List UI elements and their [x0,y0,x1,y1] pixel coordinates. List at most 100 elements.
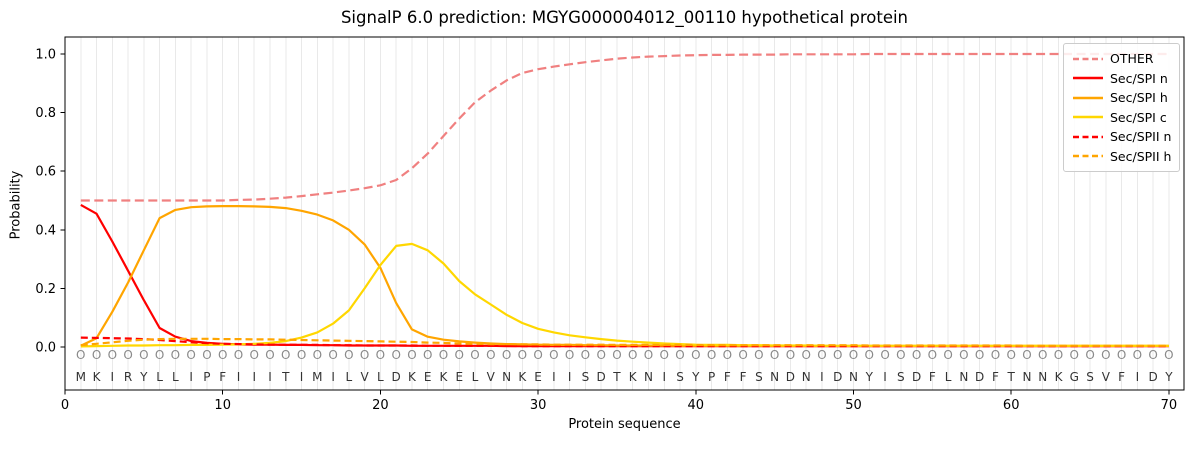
residue-letter: I [300,370,304,384]
residue-letter: N [1038,370,1047,384]
residue-letter: Y [1164,370,1173,384]
residue-marker: O [1164,348,1173,362]
residue-letter: N [849,370,858,384]
residue-letter: N [644,370,653,384]
residue-letter: S [676,370,684,384]
residue-letter: I [1136,370,1140,384]
y-tick-label: 1.0 [35,48,56,63]
residue-letter: V [1102,370,1111,384]
residue-marker: O [439,348,448,362]
residue-letter: N [802,370,811,384]
residue-marker: O [801,348,810,362]
residue-marker: O [218,348,227,362]
residue-letter: F [219,370,226,384]
residue-letter: F [992,370,999,384]
legend-line-swatch [1073,96,1103,99]
residue-letter: D [392,370,401,384]
legend-item: OTHER [1073,50,1172,68]
residue-letter: K [1055,370,1064,384]
y-tick-label: 0.4 [35,223,56,238]
legend-label: Sec/SPI n [1110,70,1168,86]
legend-line-swatch [1073,57,1103,60]
series-line-1 [80,203,1169,348]
residue-letter: N [1022,370,1031,384]
residue-letter: S [897,370,905,384]
residue-marker: O [423,348,432,362]
residue-letter: L [472,370,479,384]
x-tick-label: 0 [61,398,69,413]
residue-letter: F [724,370,731,384]
residue-marker: O [1133,348,1142,362]
residue-marker: O [1085,348,1094,362]
residue-marker: O [975,348,984,362]
residue-marker: O [186,348,195,362]
y-tick-label: 0.0 [35,341,56,356]
residue-letter: K [408,370,417,384]
residue-letter: I [820,370,824,384]
residue-marker: O [770,348,779,362]
x-tick-label: 50 [845,398,862,413]
y-axis-label: Probability [8,170,24,240]
residue-marker: O [265,348,274,362]
residue-marker: O [407,348,416,362]
residue-letter: I [111,370,115,384]
residue-marker: O [297,348,306,362]
x-tick-label: 70 [1161,398,1178,413]
legend: OTHER Sec/SPI n Sec/SPI h Sec/SPI c Sec/SPII… [1063,43,1180,172]
residue-marker: O [612,348,621,362]
series-line-0 [80,52,1169,202]
residue-letter: I [189,370,193,384]
residue-marker: O [943,348,952,362]
residue-marker: O [549,348,558,362]
legend-line-swatch [1073,116,1103,119]
residue-marker: O [313,348,322,362]
legend-label: Sec/SPI c [1110,109,1167,125]
residue-marker: O [328,348,337,362]
legend-line-swatch [1073,77,1103,80]
residue-letter: K [629,370,638,384]
residue-marker: O [1022,348,1031,362]
residue-letter: K [93,370,102,384]
residue-letter: F [929,370,936,384]
residue-letter: R [124,370,132,384]
residue-letter: G [1070,370,1079,384]
residue-marker: O [565,348,574,362]
residue-marker: O [123,348,132,362]
legend-item: Sec/SPII h [1073,147,1172,165]
x-tick-label: 30 [530,398,547,413]
legend-item: Sec/SPII n [1073,128,1172,146]
x-tick-label: 10 [214,398,231,413]
residue-letter: I [883,370,887,384]
residue-letter: Y [139,370,148,384]
residue-letter: T [281,370,290,384]
x-axis-label: Protein sequence [568,417,681,432]
residue-letter: D [975,370,984,384]
residue-letter: D [597,370,606,384]
residue-marker: O [723,348,732,362]
residue-letter: D [786,370,795,384]
residue-letter: M [76,370,86,384]
residue-letter: F [740,370,747,384]
residue-marker: O [108,348,117,362]
residue-marker: O [738,348,747,362]
residue-letter: S [755,370,763,384]
residue-letter: D [912,370,921,384]
residue-marker: O [849,348,858,362]
residue-marker: O [1117,348,1126,362]
residue-marker: O [754,348,763,362]
legend-item: Sec/SPI c [1073,108,1172,126]
residue-letter: Y [691,370,700,384]
y-tick-label: 0.6 [35,165,56,180]
residue-marker: O [234,348,243,362]
residue-letter: I [552,370,556,384]
x-tick-label: 40 [688,398,705,413]
residue-letter: N [959,370,968,384]
residue-letter: N [770,370,779,384]
series-line-2 [80,205,1169,347]
residue-marker: O [250,348,259,362]
residue-marker: O [171,348,180,362]
legend-label: Sec/SPI h [1110,90,1168,106]
legend-line-swatch [1073,135,1103,138]
